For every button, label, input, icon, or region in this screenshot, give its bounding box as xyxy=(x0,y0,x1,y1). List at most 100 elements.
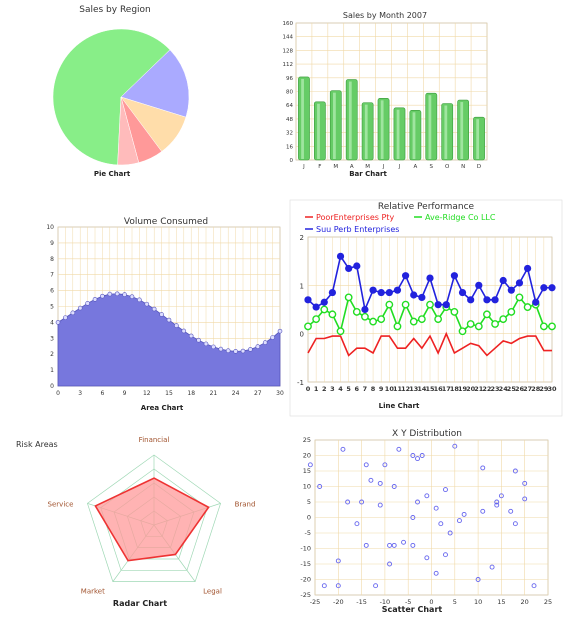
scatter-point xyxy=(359,499,365,505)
x-tick-label: 9 xyxy=(379,385,384,393)
x-tick-label: 15 xyxy=(165,390,173,397)
series-point xyxy=(312,315,321,324)
chart-caption: Scatter Chart xyxy=(382,605,443,614)
x-tick-label: 22 xyxy=(482,385,491,393)
y-tick-label: 4 xyxy=(50,319,54,326)
x-tick-label: 14 xyxy=(417,385,427,393)
series-point xyxy=(483,310,491,319)
y-tick-label: 96 xyxy=(286,76,293,82)
x-tick-label: 3 xyxy=(330,385,335,393)
scatter-point xyxy=(354,521,360,527)
x-tick-label: 19 xyxy=(458,385,468,393)
scatter-point xyxy=(373,583,379,589)
series-point xyxy=(377,315,386,324)
scatter-point xyxy=(410,453,416,458)
x-tick-label: 21 xyxy=(474,385,484,393)
chart-caption: Line Chart xyxy=(379,402,420,410)
scatter-point xyxy=(345,499,351,505)
area-point xyxy=(174,323,179,328)
y-tick-label: -10 xyxy=(300,545,311,553)
series-point xyxy=(401,300,410,309)
series-point xyxy=(328,310,337,319)
scatter-point xyxy=(377,480,383,486)
series-point xyxy=(523,303,532,311)
x-tick-label: J xyxy=(398,164,401,170)
radar-axis-label: Brand xyxy=(235,500,256,508)
scatter-point xyxy=(340,446,346,452)
area-point xyxy=(166,317,172,323)
series-point xyxy=(434,301,442,309)
series-point xyxy=(320,305,329,314)
x-tick-label: J xyxy=(382,164,385,170)
area-point xyxy=(55,320,61,325)
series-point xyxy=(548,284,556,292)
series-point xyxy=(524,264,532,273)
x-tick-label: 29 xyxy=(539,385,549,393)
x-tick-label: 0 xyxy=(56,390,60,397)
chart-frame xyxy=(289,199,563,417)
series-point xyxy=(466,320,475,328)
series-point xyxy=(499,276,507,285)
x-tick-label: -15 xyxy=(356,598,367,606)
y-tick-label: 0 xyxy=(307,514,311,522)
x-tick-label: 16 xyxy=(434,385,444,393)
scatter-point xyxy=(419,453,425,458)
y-tick-label: 2 xyxy=(300,234,304,242)
y-tick-label: -1 xyxy=(297,379,304,387)
x-tick-label: 12 xyxy=(401,385,410,393)
y-tick-label: 48 xyxy=(286,117,293,123)
chart-caption: Area Chart xyxy=(141,404,184,412)
series-point xyxy=(450,308,459,316)
series-point xyxy=(507,286,515,294)
scatter-point xyxy=(382,462,388,468)
y-tick-label: 8 xyxy=(50,256,54,263)
series-point xyxy=(458,327,467,336)
scatter-point xyxy=(461,511,467,517)
bar-highlight xyxy=(380,100,384,159)
y-tick-label: 0 xyxy=(300,331,304,339)
series-point xyxy=(426,300,434,309)
y-tick-label: 160 xyxy=(283,21,294,27)
radar-axis-label: Financial xyxy=(139,436,170,444)
x-tick-label: 0 xyxy=(306,385,311,393)
scatter-point xyxy=(391,484,397,489)
y-tick-label: 7 xyxy=(50,272,54,279)
scatter-point xyxy=(494,502,500,508)
x-tick-label: 4 xyxy=(338,385,343,393)
series-point xyxy=(353,262,361,270)
bar-highlight xyxy=(396,109,400,159)
area-point xyxy=(107,291,113,297)
series-point xyxy=(361,312,369,321)
x-tick-label: 17 xyxy=(442,385,451,393)
scatter-point xyxy=(387,542,393,548)
scatter-point xyxy=(424,555,430,561)
pie-slice xyxy=(120,49,190,118)
radar-chart: Risk Areas Financial Brand Legal Market Servi… xyxy=(16,436,255,608)
scatter-point xyxy=(447,530,453,536)
series-point xyxy=(320,298,328,306)
bar-highlight xyxy=(317,103,320,159)
scatter-point xyxy=(508,508,514,514)
x-tick-label: -10 xyxy=(380,598,391,606)
series-point xyxy=(548,322,556,331)
chart-caption: Pie Chart xyxy=(94,170,131,178)
bar-chart: Sales by Month 2007 0 16 32 48 64 80 96 112 128 14… xyxy=(283,11,488,178)
y-tick-label: 5 xyxy=(50,304,54,311)
scatter-point xyxy=(391,542,397,548)
radar-area xyxy=(94,477,210,562)
x-tick-label: 27 xyxy=(254,390,262,397)
bar-highlight xyxy=(412,112,416,159)
series-point xyxy=(328,288,336,297)
area-point xyxy=(240,348,246,354)
x-tick-label: 7 xyxy=(363,385,368,393)
series-point xyxy=(515,293,524,302)
y-tick-label: 10 xyxy=(303,483,311,491)
y-tick-label: 32 xyxy=(286,131,293,137)
scatter-point xyxy=(410,542,416,548)
area-point xyxy=(114,291,120,297)
pie-slice xyxy=(117,96,140,166)
chart-caption: Radar Chart xyxy=(113,599,167,608)
series-point xyxy=(458,288,467,297)
series-line xyxy=(307,331,552,357)
